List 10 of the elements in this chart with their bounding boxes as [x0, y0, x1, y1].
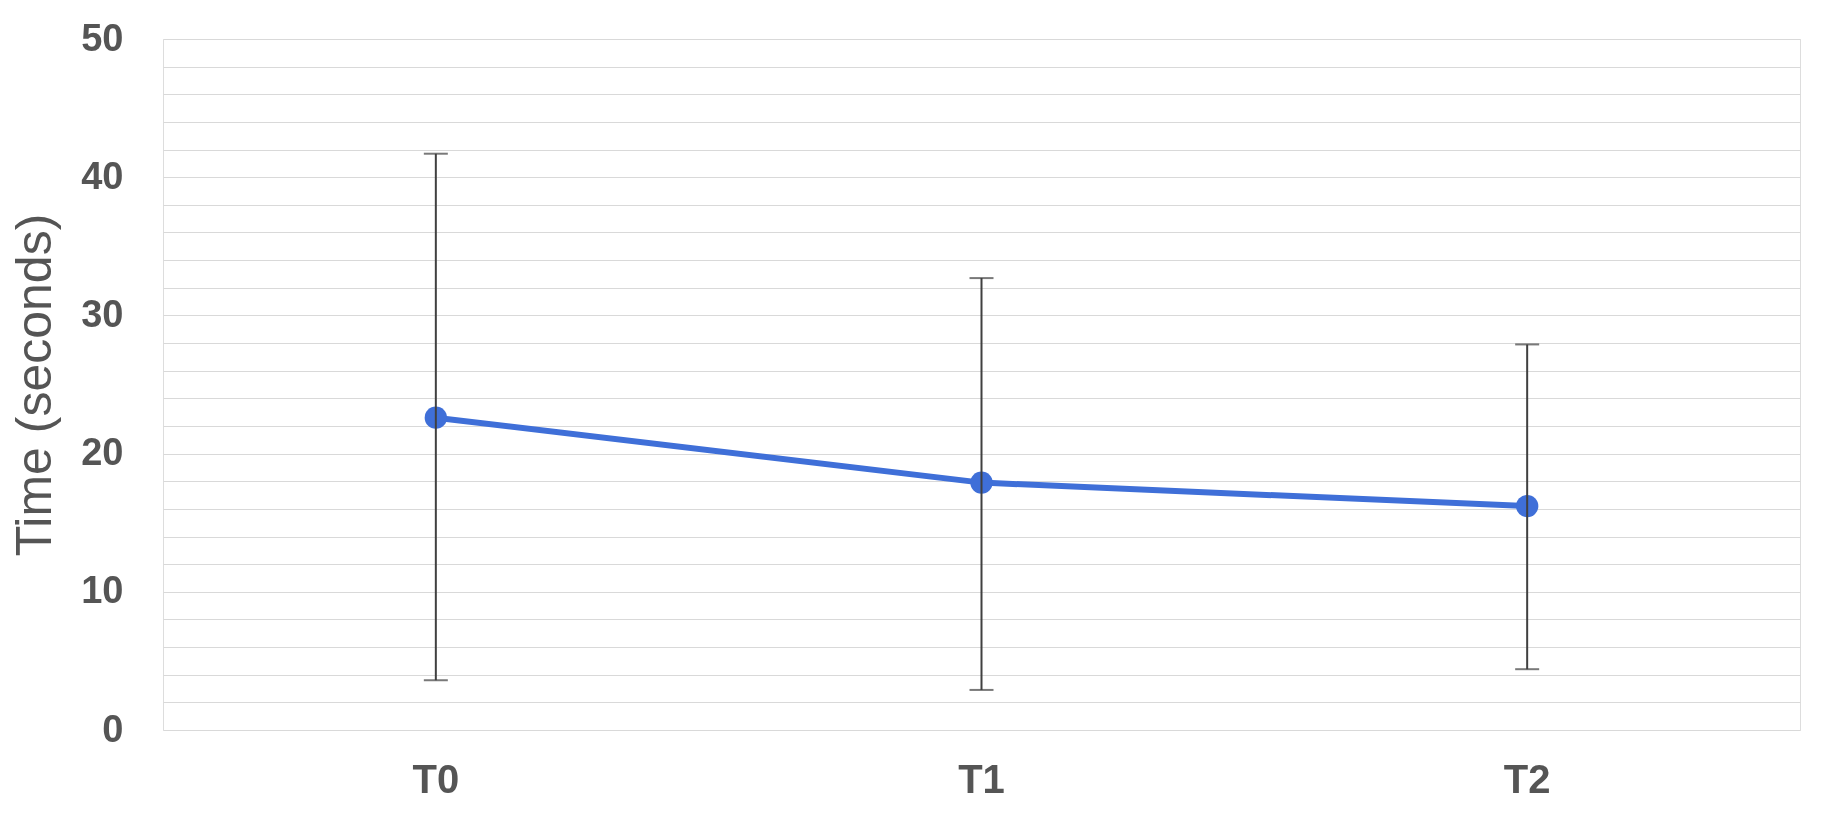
y-tick-label: 40	[81, 154, 124, 197]
x-tick-label: T2	[1503, 756, 1551, 801]
y-tick-label: 30	[81, 292, 124, 335]
x-tick-label: T1	[958, 756, 1005, 801]
y-tick-label: 0	[102, 707, 124, 750]
x-tick-label: T0	[412, 756, 460, 801]
y-tick-label: 20	[81, 431, 124, 474]
y-axis-title: Time (seconds)	[6, 213, 63, 557]
y-tick-label: 50	[81, 16, 124, 59]
y-tick-label: 10	[81, 569, 124, 612]
